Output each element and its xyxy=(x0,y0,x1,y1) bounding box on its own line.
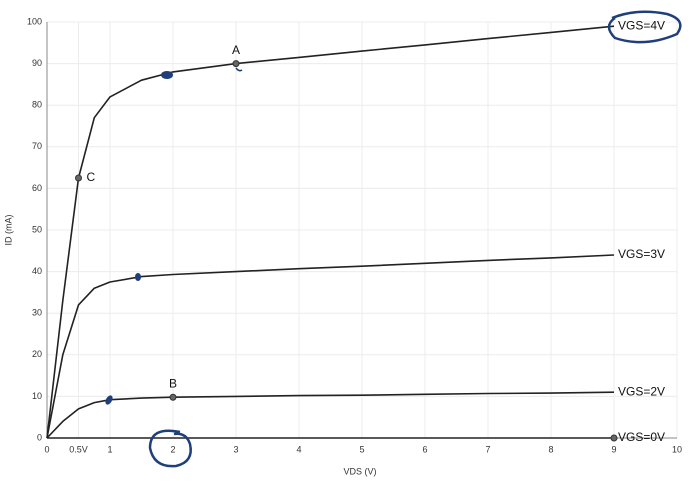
x-tick-label: 3 xyxy=(233,444,238,454)
ink-mark xyxy=(105,395,113,405)
x-tick-label: 10 xyxy=(672,444,682,454)
y-tick-label: 80 xyxy=(32,100,42,110)
point xyxy=(232,60,240,68)
y-axis-label: ID (mA) xyxy=(3,215,13,246)
y-tick-label: 40 xyxy=(32,266,42,276)
x-tick-label: 0.5V xyxy=(69,444,88,454)
ink-circle xyxy=(607,10,682,44)
point-label: B xyxy=(169,376,177,390)
y-tick-label: 100 xyxy=(27,16,42,26)
x-tick-label: 0 xyxy=(44,444,49,454)
point-label: A xyxy=(232,43,240,57)
series-label: VGS=3V xyxy=(618,247,665,261)
point-label: C xyxy=(87,170,96,184)
y-tick-label: 60 xyxy=(32,183,42,193)
series-label: VGS=4V xyxy=(618,18,665,32)
y-tick-label: 30 xyxy=(32,308,42,318)
y-tick-label: 70 xyxy=(32,141,42,151)
ink-mark xyxy=(161,71,173,79)
x-tick-label: 7 xyxy=(485,444,490,454)
plot: 0 10 20 30 40 50 60 70 80 90 100 0 0.5V 1 2 3 4 5 6 7 8 9 10 VG… xyxy=(27,16,682,454)
x-tick-label: 8 xyxy=(548,444,553,454)
series-line xyxy=(46,391,615,439)
ink-circle xyxy=(148,429,192,468)
y-tick-label: 20 xyxy=(32,349,42,359)
y-tick-label: 90 xyxy=(32,58,42,68)
y-tick-label: 50 xyxy=(32,224,42,234)
x-tick-label: 4 xyxy=(296,444,301,454)
x-tick-label: 6 xyxy=(422,444,427,454)
x-tick-label: 5 xyxy=(359,444,364,454)
y-tick-label: 10 xyxy=(32,391,42,401)
ink-mark xyxy=(235,67,243,72)
series-line xyxy=(46,25,615,439)
x-axis-label: VDS (V) xyxy=(343,466,376,476)
x-tick-label: 9 xyxy=(611,444,616,454)
point xyxy=(75,174,82,182)
x-tick-label: 1 xyxy=(107,444,112,454)
point xyxy=(610,434,618,442)
point xyxy=(169,393,177,401)
ink-annotations xyxy=(105,10,682,468)
series-label: VGS=0V xyxy=(618,430,665,444)
series-label: VGS=2V xyxy=(618,384,665,398)
series-line xyxy=(46,254,615,439)
x-tick-label: 2 xyxy=(170,444,175,454)
ink-mark xyxy=(135,273,141,281)
y-tick-label: 0 xyxy=(37,432,42,442)
